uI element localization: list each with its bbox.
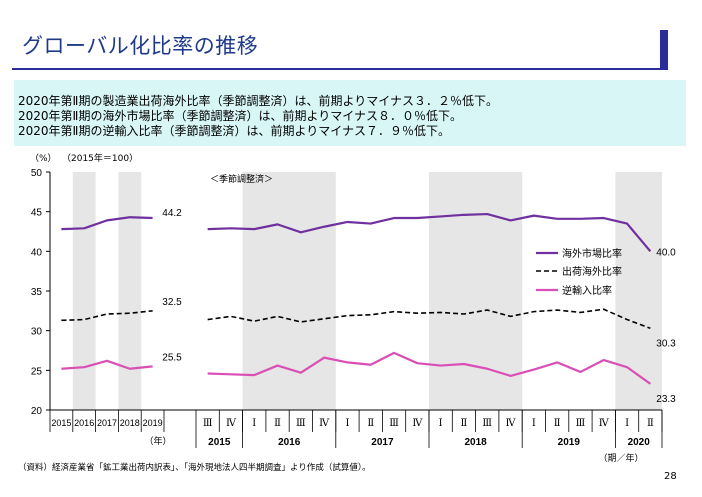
quarter-tick-label: Ⅳ (319, 418, 330, 429)
summary-line-3: 2020年第Ⅱ期の逆輸入比率（季節調整済）は、前期よりマイナス７．９％低下。 (18, 124, 450, 138)
quarter-end-label: 40.0 (656, 247, 676, 258)
quarter-tick-label: Ⅳ (506, 418, 517, 429)
quarter-tick-label: Ⅰ (252, 418, 256, 429)
annual-tick-label: 2015 (51, 418, 71, 428)
series-line-quarterly-0 (207, 212, 652, 253)
year-group-label: 2016 (278, 437, 301, 448)
quarter-shade-band (242, 172, 336, 410)
source-footnote: （資料）経済産業省「鉱工業出荷内訳表」、「海外現地法人四半期調査」より作成（試算… (18, 463, 371, 473)
chart-labels: 44.2 40.0 32.5 30.3 25.5 23.3 (162, 208, 676, 405)
y-tick-label: 35 (31, 287, 43, 298)
annual-tick-label: 2016 (74, 418, 94, 428)
quarter-tick-label: Ⅲ (576, 418, 586, 429)
quarter-tick-label: Ⅱ (647, 418, 654, 429)
quarter-tick-label: Ⅱ (367, 418, 374, 429)
quarter-shade-band (429, 172, 523, 410)
page-title: グローバル化比率の推移 (22, 34, 259, 58)
quarter-tick-label: Ⅲ (482, 418, 492, 429)
quarter-shade-band (615, 172, 662, 410)
annual-end-label: 32.5 (162, 297, 182, 308)
quarter-end-label: 23.3 (656, 394, 676, 405)
shading-bands (72, 172, 662, 410)
y-tick-label: 30 (31, 327, 43, 338)
summary-box: 2020年第Ⅱ期の製造業出荷海外比率（季節調整済）は、前期よりマイナス３．２％低… (14, 80, 686, 146)
quarter-tick-label: Ⅰ (439, 418, 443, 429)
annual-tick-label: 2017 (97, 418, 117, 428)
quarter-tick-label: Ⅲ (389, 418, 399, 429)
index-note: （2015年＝100） (62, 152, 138, 164)
annual-axis-unit: （年） (144, 435, 171, 447)
quarter-tick-label: Ⅰ (625, 418, 629, 429)
quarter-axis-unit: （期／年） (598, 452, 643, 464)
page-number: 28 (664, 471, 677, 482)
y-tick-label: 50 (31, 168, 43, 179)
annual-end-label: 25.5 (162, 352, 182, 363)
quarter-tick-label: Ⅰ (345, 418, 349, 429)
quarter-tick-label: Ⅱ (554, 418, 561, 429)
quarter-tick-label: Ⅱ (461, 418, 468, 429)
annual-tick-label: 2018 (120, 418, 140, 428)
quarter-tick-label: Ⅳ (412, 418, 423, 429)
year-group-label: 2020 (628, 437, 651, 448)
series-lines (61, 212, 652, 385)
annual-end-label: 44.2 (162, 208, 182, 219)
series-line-quarterly-2 (207, 351, 651, 385)
quarter-tick-label: Ⅲ (296, 418, 306, 429)
annual-shade-band (118, 172, 142, 410)
quarter-tick-label: Ⅰ (532, 418, 536, 429)
annual-shade-band (72, 172, 96, 410)
title-accent-bar (660, 30, 668, 70)
seasonal-note: ＜季節調整済＞ (210, 173, 273, 185)
y-axis-label: （%） (30, 153, 57, 164)
summary-line-1: 2020年第Ⅱ期の製造業出荷海外比率（季節調整済）は、前期よりマイナス３．２％低… (18, 94, 498, 108)
title-underline (12, 68, 660, 70)
year-group-label: 2019 (558, 437, 581, 448)
y-tick-label: 40 (31, 247, 43, 258)
quarter-tick-label: Ⅳ (226, 418, 237, 429)
legend-label: 出荷海外比率 (562, 265, 622, 278)
quarter-tick-label: Ⅲ (203, 418, 213, 429)
quarter-end-label: 30.3 (656, 338, 676, 349)
legend-label: 逆輸入比率 (562, 284, 612, 297)
year-group-label: 2018 (464, 437, 487, 448)
legend-label: 海外市場比率 (562, 247, 622, 260)
y-tick-label: 45 (31, 208, 43, 219)
y-tick-label: 20 (31, 406, 43, 417)
quarter-tick-label: Ⅳ (599, 418, 610, 429)
y-tick-label: 25 (31, 366, 43, 377)
series-line-quarterly-1 (207, 308, 651, 330)
annual-tick-label: 2019 (143, 418, 163, 428)
quarter-tick-label: Ⅱ (274, 418, 281, 429)
year-group-label: 2017 (371, 437, 394, 448)
series-line-annual-2 (61, 359, 153, 370)
year-group-label: 2015 (208, 437, 231, 448)
series-line-annual-1 (61, 310, 153, 322)
summary-line-2: 2020年第Ⅱ期の海外市場比率（季節調整済）は、前期よりマイナス８．０％低下。 (18, 109, 462, 123)
series-line-annual-0 (61, 216, 153, 231)
